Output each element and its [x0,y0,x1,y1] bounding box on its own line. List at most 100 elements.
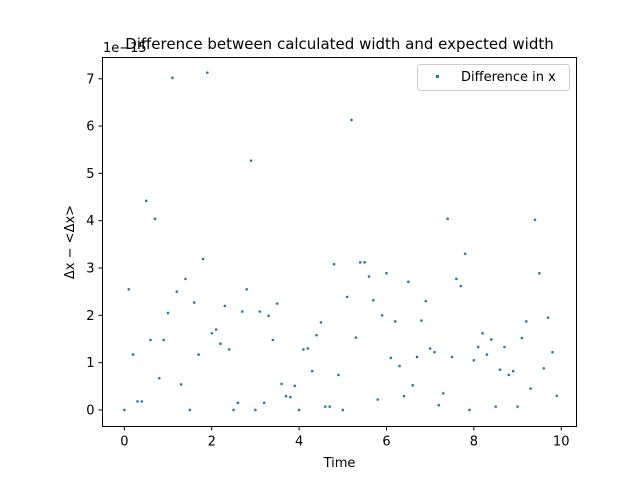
data-point [498,368,502,372]
data-point [494,405,497,408]
data-point [123,408,126,412]
data-point [446,217,449,221]
data-point [206,71,209,74]
data-point [385,271,388,275]
data-point [271,338,275,342]
data-point [367,275,371,278]
data-point [166,311,170,315]
data-point [184,277,187,281]
data-point [127,288,131,291]
data-point [363,261,366,264]
y-offset-text: 1e−15 [103,41,147,56]
data-point [131,353,135,356]
y-axis-label: Δx − <Δx> [63,205,78,279]
data-point [476,345,480,349]
data-point [511,369,515,373]
data-point [507,373,511,377]
data-point [289,395,292,399]
legend-label: Difference in x [461,70,556,85]
data-point [324,405,327,408]
legend: Difference in x [417,64,570,91]
data-point [162,338,165,342]
data-point [232,408,235,412]
data-point [428,347,432,350]
data-point [157,376,161,380]
data-point [144,199,148,203]
legend-frame [417,64,570,91]
y-tick-label: 4 [86,214,94,229]
data-point [551,350,554,354]
data-point [345,295,349,299]
data-point [223,304,227,308]
x-tick-label: 0 [120,435,128,450]
data-point [240,310,244,313]
data-point [245,288,248,291]
data-point [214,328,218,331]
data-point [380,314,384,317]
data-point [192,301,196,304]
legend-marker [436,75,439,78]
data-point [533,218,537,222]
data-point [546,316,550,319]
data-point [481,332,484,335]
data-point [249,159,253,162]
data-point [415,355,419,359]
data-point [402,394,406,398]
data-point [468,408,471,412]
x-tick-label: 8 [470,435,478,450]
y-axis-ticks: 0 1 2 3 4 5 6 7 [86,72,103,418]
data-point [267,314,270,318]
data-point [450,355,454,359]
data-point [411,384,414,387]
data-point [179,383,183,386]
data-point [420,319,423,322]
data-point [328,405,331,408]
y-tick-label: 3 [86,262,94,277]
data-points [123,71,559,412]
data-point [433,350,436,354]
data-point [140,400,144,403]
data-point [538,271,541,275]
data-point [516,405,519,408]
data-point [171,76,174,80]
data-point [350,118,353,122]
data-point [153,217,157,221]
data-point [306,347,310,350]
data-point [293,384,297,388]
data-point [393,320,397,323]
data-point [490,338,493,341]
data-point [389,356,393,360]
data-point [354,336,358,339]
y-tick-label: 1 [86,356,94,371]
y-tick-label: 2 [86,309,94,324]
data-point [275,302,279,305]
x-axis-label: Time [323,456,356,471]
data-point [236,401,240,405]
data-point [555,394,559,398]
data-point [197,353,200,356]
data-point [201,257,205,261]
x-tick-label: 2 [208,435,216,450]
y-tick-label: 7 [86,72,94,87]
data-point [136,400,139,403]
x-axis-ticks: 0 2 4 6 8 10 [120,426,570,450]
data-point [280,382,283,386]
data-point [258,310,262,313]
data-point [188,408,192,412]
data-point [455,277,458,281]
x-tick-label: 10 [553,435,570,450]
x-tick-label: 6 [382,435,390,450]
axes-frame [102,57,577,427]
data-point [332,262,336,266]
data-point [210,332,214,335]
x-tick-label: 4 [295,435,303,450]
data-point [485,353,489,356]
data-point [315,333,318,337]
data-point [297,408,301,412]
data-point [459,284,463,288]
data-point [219,342,222,346]
data-point [372,298,375,302]
data-point [262,401,266,405]
data-point [398,364,401,368]
data-point [503,345,506,349]
